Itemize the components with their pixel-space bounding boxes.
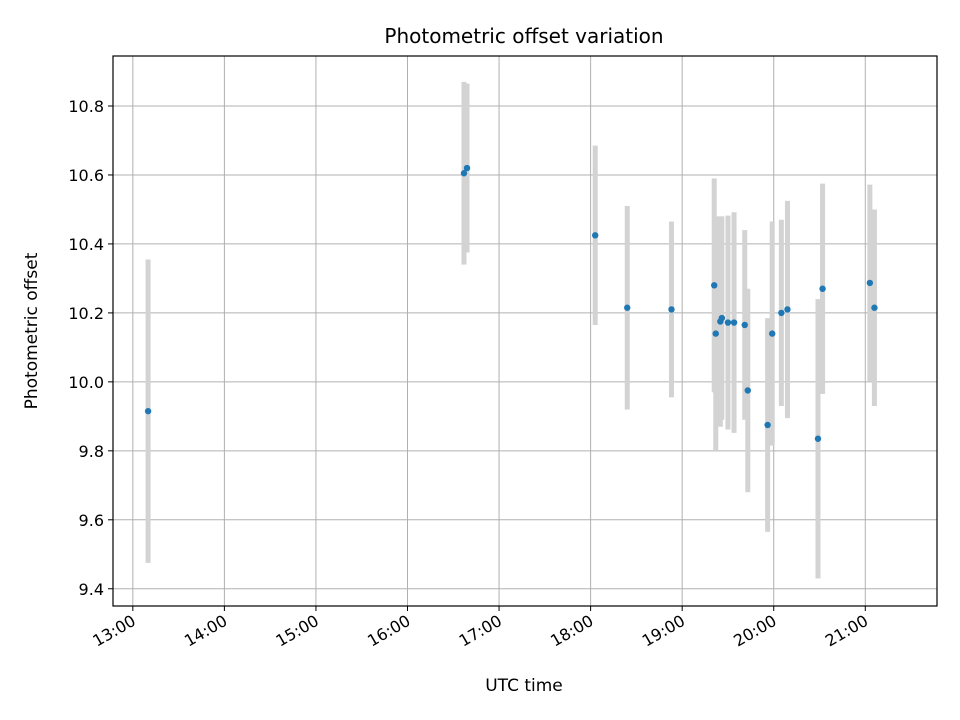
y-tick-label: 9.6 [79, 511, 104, 530]
data-points [144, 164, 878, 442]
x-axis-label: UTC time [485, 676, 563, 696]
data-point [871, 304, 878, 311]
data-point [624, 304, 631, 311]
data-point [778, 309, 785, 317]
y-axis-ticks: 9.4 9.6 9.8 10.0 10.2 10.4 10.6 10.8 [68, 97, 113, 599]
data-point [814, 435, 822, 442]
data-point [460, 170, 468, 177]
data-point [711, 282, 718, 289]
y-tick-label: 10.2 [68, 304, 104, 323]
data-point [591, 232, 599, 239]
data-point [724, 319, 732, 326]
y-tick-label: 10.4 [68, 235, 104, 254]
y-tick-label: 10.0 [68, 373, 104, 392]
data-point [764, 421, 771, 429]
data-point [718, 314, 726, 322]
y-axis-label: Photometric offset [22, 252, 42, 409]
y-tick-label: 10.8 [68, 97, 104, 116]
data-point [668, 306, 675, 313]
data-point [819, 285, 826, 292]
data-point [769, 330, 776, 337]
grid [113, 56, 937, 606]
data-point [744, 387, 751, 394]
data-point [784, 306, 791, 313]
chart-title: Photometric offset variation [384, 24, 663, 48]
data-point [866, 279, 874, 287]
data-point [144, 407, 152, 415]
y-tick-label: 9.4 [79, 580, 104, 599]
data-point [463, 164, 471, 172]
data-point [730, 319, 738, 326]
y-tick-label: 9.8 [79, 442, 104, 461]
y-tick-label: 10.6 [68, 166, 104, 185]
data-point [712, 330, 719, 337]
plot-frame [112, 55, 938, 607]
data-point [741, 321, 748, 329]
